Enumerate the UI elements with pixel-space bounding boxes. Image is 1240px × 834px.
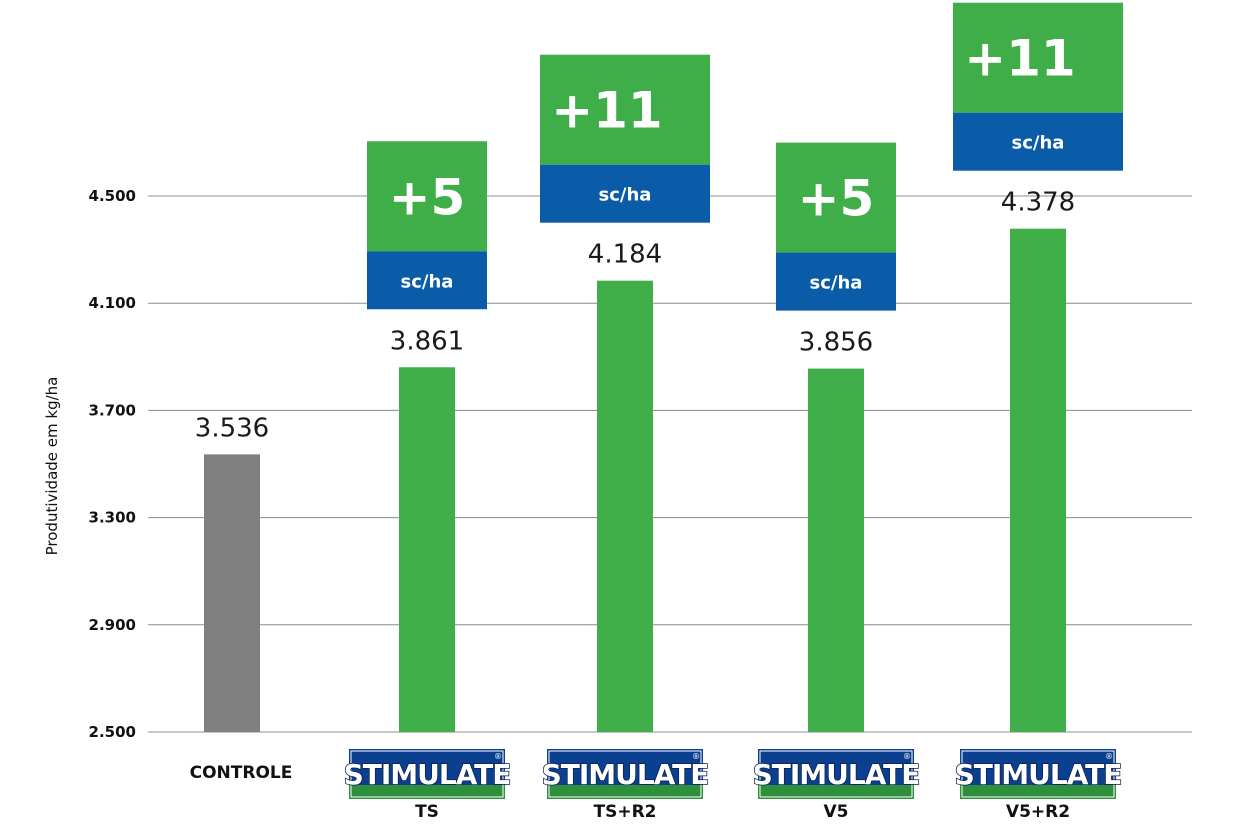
badge-blue-box xyxy=(367,251,487,310)
data-label: 4.378 xyxy=(1001,188,1075,218)
badge-blue-box xyxy=(776,252,896,311)
gain-badge: +11 sc/ha xyxy=(953,2,1123,171)
bar xyxy=(399,367,455,732)
bar xyxy=(1010,228,1066,733)
gain-badge: +11 sc/ha xyxy=(540,54,710,223)
badge-blue-box xyxy=(953,112,1123,171)
badge-green-box xyxy=(540,54,710,165)
svg-text:®: ® xyxy=(1105,752,1113,761)
value-labels: 3.536 3.861 4.184 3.856 4.378 xyxy=(195,188,1075,444)
logo-text: STIMULATE xyxy=(955,758,1122,791)
bars xyxy=(204,228,1066,733)
badge-blue-box xyxy=(540,164,710,223)
badge-value: +5 xyxy=(389,168,466,226)
stimulate-logo: STIMULATE® xyxy=(954,749,1123,799)
y-tick-label: 3.300 xyxy=(89,509,136,527)
stimulate-logo: STIMULATE® xyxy=(541,749,710,799)
bar xyxy=(597,280,653,732)
x-tick-label: CONTROLE xyxy=(190,763,293,783)
stimulate-logo: STIMULATE® xyxy=(752,749,921,799)
y-tick-label: 2.500 xyxy=(89,723,136,741)
badge-unit: sc/ha xyxy=(401,271,454,292)
y-tick-label: 3.700 xyxy=(89,401,136,419)
badge-value: +5 xyxy=(798,170,875,228)
logo-text: STIMULATE xyxy=(753,758,920,791)
gain-badge: +5 sc/ha xyxy=(776,142,896,311)
x-tick-label: V5+R2 xyxy=(1006,802,1070,822)
badge-unit: sc/ha xyxy=(810,273,863,294)
svg-text:®: ® xyxy=(903,752,911,761)
badge-green-box xyxy=(953,2,1123,113)
bar xyxy=(204,454,260,732)
x-tick-label: TS xyxy=(415,802,439,822)
badge-green-box xyxy=(776,142,896,253)
x-tick-label: TS+R2 xyxy=(593,802,656,822)
data-label: 3.856 xyxy=(799,328,873,358)
y-tick-label: 4.100 xyxy=(89,294,136,312)
badge-value: +11 xyxy=(964,30,1075,88)
gain-badge: +5 sc/ha xyxy=(367,141,487,310)
data-label: 4.184 xyxy=(588,240,662,270)
badge-unit: sc/ha xyxy=(599,185,652,206)
category-labels: CONTROLE STIMULATE®TSSTIMULATE®TS+R2STIMU… xyxy=(190,749,1123,822)
badge-value: +11 xyxy=(551,82,662,140)
gain-badges: +5 sc/ha +11 sc/ha +5 sc/ha +11 sc/ha xyxy=(367,2,1123,311)
svg-text:®: ® xyxy=(692,752,700,761)
badge-unit: sc/ha xyxy=(1012,133,1065,154)
badge-green-box xyxy=(367,141,487,252)
logo-text: STIMULATE xyxy=(542,758,709,791)
data-label: 3.536 xyxy=(195,413,269,443)
y-tick-label: 2.900 xyxy=(89,616,136,634)
y-tick-label: 4.500 xyxy=(89,187,136,205)
y-axis-ticks: 2.500 2.900 3.300 3.700 4.100 4.500 xyxy=(89,187,136,741)
stimulate-logo: STIMULATE® xyxy=(343,749,512,799)
svg-text:®: ® xyxy=(494,752,502,761)
x-tick-label: V5 xyxy=(824,802,849,822)
data-label: 3.861 xyxy=(390,326,464,356)
logo-text: STIMULATE xyxy=(344,758,511,791)
y-axis-label: Produtividade em kg/ha xyxy=(43,377,61,556)
bar xyxy=(808,368,864,732)
